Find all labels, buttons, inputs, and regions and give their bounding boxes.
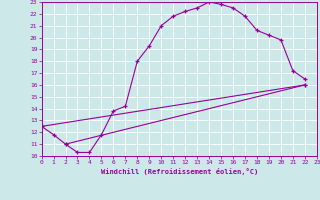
X-axis label: Windchill (Refroidissement éolien,°C): Windchill (Refroidissement éolien,°C)	[100, 168, 258, 175]
